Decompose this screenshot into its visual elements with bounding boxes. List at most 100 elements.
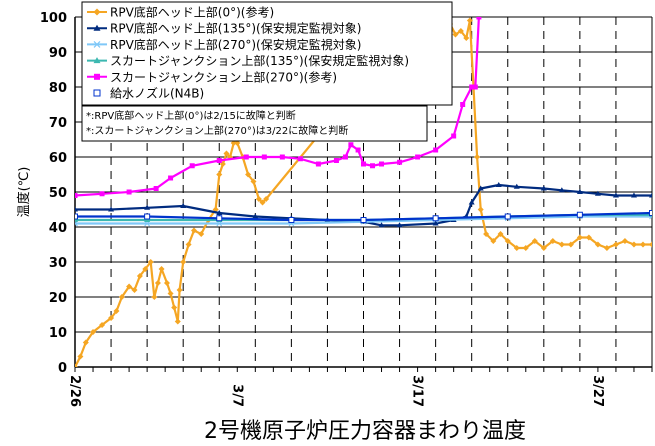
data-point xyxy=(370,163,376,169)
data-point xyxy=(167,290,174,297)
data-point xyxy=(243,154,249,160)
data-point xyxy=(144,204,151,210)
data-point xyxy=(466,17,473,24)
data-point xyxy=(415,154,421,160)
data-point xyxy=(147,259,154,265)
x-tick-labels: 2/26 3/7 3/17 3/27 xyxy=(67,375,605,407)
data-point xyxy=(185,241,192,248)
data-point xyxy=(360,217,367,223)
axes xyxy=(74,17,653,372)
legend-item: 給水ノズル(N4B) xyxy=(93,86,204,101)
data-point xyxy=(649,210,652,216)
x-tick-label: 3/17 xyxy=(410,375,425,407)
data-point xyxy=(252,213,259,219)
data-point xyxy=(432,220,439,226)
data-point xyxy=(603,245,610,251)
data-point xyxy=(540,185,547,191)
data-point xyxy=(279,154,285,160)
data-point xyxy=(397,159,403,165)
legend-item: RPV底部ヘッド上部(270°)(保安規定監視対象) xyxy=(87,37,361,52)
data-point xyxy=(180,203,187,208)
y-tick-label: 100 xyxy=(40,11,67,26)
y-tick-label: 60 xyxy=(49,151,67,166)
x-tick-label: 3/27 xyxy=(590,375,605,407)
data-point xyxy=(472,84,478,90)
data-point xyxy=(522,245,529,251)
legend-marker xyxy=(94,73,100,80)
data-point xyxy=(379,161,385,167)
legend-item: スカートジャンクション上部(135°)(保安規定監視対象) xyxy=(87,53,409,68)
y-tick-label: 10 xyxy=(49,326,67,341)
legend-label: RPV底部ヘッド上部(135°)(保安規定監視対象) xyxy=(110,21,361,36)
data-point xyxy=(126,283,133,290)
data-point xyxy=(136,273,143,279)
data-point xyxy=(77,353,84,360)
data-point xyxy=(432,215,439,222)
data-point xyxy=(621,238,628,244)
legend-label: RPV底部ヘッド上部(270°)(保安規定監視対象) xyxy=(110,37,361,52)
data-point xyxy=(452,31,459,38)
data-point xyxy=(463,35,470,41)
data-point xyxy=(90,329,97,335)
legend-label: RPV底部ヘッド上部(0°)(参考) xyxy=(110,5,274,20)
data-point xyxy=(315,161,321,167)
data-point xyxy=(649,241,652,248)
legend-label: スカートジャンクション上部(270°)(参考) xyxy=(110,69,337,84)
data-point xyxy=(513,245,520,251)
legend-marker xyxy=(93,89,101,97)
data-point xyxy=(223,150,230,157)
y-tick-label: 0 xyxy=(58,361,67,376)
y-tick-labels: 0 10 20 30 40 50 60 70 80 90 100 xyxy=(40,11,67,376)
data-point xyxy=(288,217,295,223)
data-point xyxy=(476,17,482,20)
series-4 xyxy=(75,17,482,198)
data-point xyxy=(108,206,115,212)
annotation-frame xyxy=(81,105,428,142)
data-point xyxy=(567,241,574,248)
data-point xyxy=(477,185,484,191)
data-point xyxy=(639,241,646,248)
data-point xyxy=(158,266,165,272)
data-point xyxy=(198,231,205,237)
data-point xyxy=(191,227,198,234)
data-point xyxy=(612,241,619,248)
data-point xyxy=(176,287,183,293)
data-point xyxy=(497,231,504,237)
data-point xyxy=(113,308,120,314)
data-point xyxy=(649,192,652,198)
data-point xyxy=(451,133,457,139)
legend-marker xyxy=(93,8,101,16)
data-point xyxy=(433,147,439,153)
data-point xyxy=(171,304,178,311)
data-point xyxy=(82,339,89,346)
data-point xyxy=(168,175,174,181)
data-point xyxy=(180,259,187,265)
data-point xyxy=(216,171,223,178)
data-point xyxy=(612,192,619,198)
data-point xyxy=(576,234,583,241)
data-point xyxy=(490,238,497,244)
data-point xyxy=(144,213,151,220)
y-tick-label: 80 xyxy=(49,81,67,96)
data-point xyxy=(549,238,556,244)
data-point xyxy=(75,213,78,220)
data-point xyxy=(576,211,583,218)
data-point xyxy=(99,322,106,328)
data-point xyxy=(504,238,511,244)
data-point xyxy=(469,84,475,90)
x-tick-label: 2/26 xyxy=(67,375,82,407)
data-point xyxy=(99,191,105,197)
data-point xyxy=(333,158,339,163)
data-point xyxy=(355,147,361,153)
data-point xyxy=(216,210,223,215)
data-point xyxy=(594,241,601,248)
data-point xyxy=(261,154,267,160)
data-point xyxy=(75,364,78,367)
data-point xyxy=(468,199,475,205)
data-point xyxy=(154,280,161,286)
data-point xyxy=(558,187,565,193)
data-point xyxy=(477,206,484,213)
data-point xyxy=(153,186,159,191)
data-point xyxy=(585,234,592,241)
y-tick-label: 70 xyxy=(49,116,67,131)
